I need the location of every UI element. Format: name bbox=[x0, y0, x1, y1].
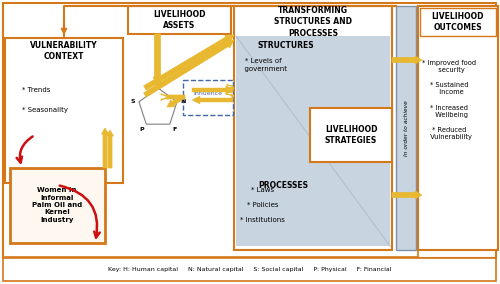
Text: LIVELIHOOD
OUTCOMES: LIVELIHOOD OUTCOMES bbox=[432, 12, 484, 32]
Text: Influence
& access: Influence & access bbox=[194, 91, 222, 103]
Bar bbox=[418, 6, 498, 250]
Text: TRANSFORMING
STRUCTURES AND
PROCESSES: TRANSFORMING STRUCTURES AND PROCESSES bbox=[274, 7, 352, 37]
Bar bbox=[234, 6, 392, 250]
Polygon shape bbox=[161, 93, 185, 101]
Polygon shape bbox=[154, 34, 162, 89]
Polygon shape bbox=[144, 40, 234, 97]
Polygon shape bbox=[392, 56, 422, 64]
Bar bbox=[3, 3, 496, 258]
Bar bbox=[183, 80, 233, 115]
Bar bbox=[236, 36, 390, 246]
Text: Women in
Informal
Palm Oil and
Kernel
Industry: Women in Informal Palm Oil and Kernel In… bbox=[32, 187, 82, 223]
Text: PROCESSES: PROCESSES bbox=[258, 181, 308, 189]
Bar bbox=[10, 168, 105, 243]
Polygon shape bbox=[226, 86, 233, 94]
Bar bbox=[3, 258, 496, 281]
Bar bbox=[310, 108, 392, 162]
Text: * Levels of
  government: * Levels of government bbox=[240, 58, 287, 72]
Polygon shape bbox=[106, 130, 114, 168]
Text: P: P bbox=[139, 127, 143, 132]
Polygon shape bbox=[227, 84, 234, 92]
Polygon shape bbox=[167, 95, 184, 107]
Text: * Seasonality: * Seasonality bbox=[22, 107, 68, 113]
Text: STRUCTURES: STRUCTURES bbox=[258, 41, 314, 51]
Polygon shape bbox=[192, 96, 233, 104]
Text: * Laws

* Policies

* Institutions: * Laws * Policies * Institutions bbox=[240, 187, 285, 223]
Text: N: N bbox=[180, 99, 186, 104]
Text: * Improved food
  security

* Sustained
  Income

* Increased
  Wellbeing

* Red: * Improved food security * Sustained Inc… bbox=[422, 60, 476, 141]
Bar bbox=[420, 8, 496, 36]
Text: Key: H: Human capital     N: Natural capital     S: Social capital     P: Physic: Key: H: Human capital N: Natural capital… bbox=[108, 268, 392, 273]
Text: LIVELIHOOD
ASSETS: LIVELIHOOD ASSETS bbox=[153, 10, 206, 30]
Polygon shape bbox=[392, 191, 422, 199]
Text: S: S bbox=[130, 99, 136, 104]
Polygon shape bbox=[153, 34, 161, 84]
Polygon shape bbox=[102, 128, 108, 168]
Text: LIVELIHOOD
STRATEGIES: LIVELIHOOD STRATEGIES bbox=[325, 125, 378, 145]
Polygon shape bbox=[226, 93, 233, 101]
Text: H: H bbox=[156, 80, 160, 85]
Text: In order to achieve: In order to achieve bbox=[404, 100, 408, 156]
Bar bbox=[128, 6, 231, 34]
Bar bbox=[5, 38, 123, 183]
Text: F: F bbox=[172, 127, 177, 132]
Polygon shape bbox=[192, 86, 233, 94]
Text: * Trends: * Trends bbox=[22, 87, 50, 93]
Polygon shape bbox=[144, 35, 234, 90]
Text: VULNERABILITY
CONTEXT: VULNERABILITY CONTEXT bbox=[30, 41, 98, 61]
Bar bbox=[396, 6, 416, 250]
